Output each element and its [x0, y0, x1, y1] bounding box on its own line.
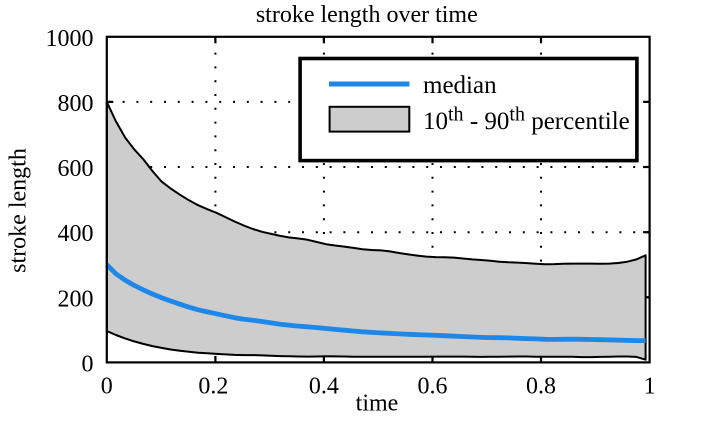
- svg-text:800: 800: [58, 91, 94, 117]
- svg-text:400: 400: [58, 221, 94, 247]
- svg-text:200: 200: [58, 286, 94, 312]
- svg-text:1: 1: [644, 374, 656, 400]
- svg-text:0.2: 0.2: [198, 374, 228, 400]
- svg-text:stroke length over time: stroke length over time: [256, 2, 478, 28]
- svg-text:0: 0: [101, 374, 113, 400]
- svg-text:stroke length: stroke length: [6, 148, 32, 273]
- svg-text:0.6: 0.6: [418, 374, 448, 400]
- svg-text:0.4: 0.4: [309, 374, 339, 400]
- svg-text:time: time: [356, 391, 399, 417]
- svg-text:1000: 1000: [46, 26, 94, 52]
- svg-text:0.8: 0.8: [526, 374, 556, 400]
- svg-text:0: 0: [82, 351, 94, 377]
- svg-text:600: 600: [58, 156, 94, 182]
- svg-text:median: median: [423, 72, 497, 99]
